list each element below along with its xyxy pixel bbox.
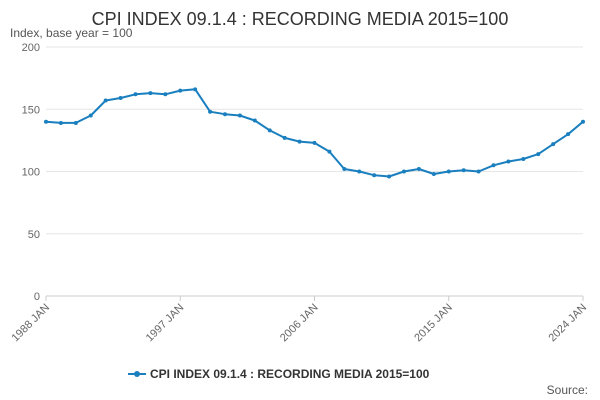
- data-point[interactable]: [402, 169, 406, 174]
- data-point[interactable]: [118, 96, 123, 101]
- data-point[interactable]: [416, 167, 421, 172]
- data-point[interactable]: [73, 120, 78, 125]
- x-tick-label: 2024 JAN: [546, 302, 589, 345]
- data-point[interactable]: [581, 119, 585, 124]
- data-point[interactable]: [267, 128, 272, 133]
- data-point[interactable]: [148, 91, 153, 96]
- x-tick-label: 1988 JAN: [9, 302, 52, 345]
- legend[interactable]: CPI INDEX 09.1.4 : RECORDING MEDIA 2015=…: [128, 367, 430, 381]
- data-point[interactable]: [193, 87, 198, 92]
- source-label: Source:: [547, 383, 588, 397]
- y-tick-label: 0: [34, 291, 40, 303]
- data-point[interactable]: [163, 92, 168, 97]
- x-tick-label: 2015 JAN: [412, 302, 455, 345]
- data-point[interactable]: [461, 168, 466, 173]
- axes: 0 50 100 150 200 1988 JAN 1997 JAN 2006 JAN 2015…: [9, 42, 589, 344]
- data-point[interactable]: [88, 113, 93, 118]
- data-point[interactable]: [237, 113, 242, 118]
- data-point[interactable]: [476, 169, 481, 174]
- data-point[interactable]: [208, 109, 213, 114]
- data-point[interactable]: [506, 159, 511, 164]
- data-point[interactable]: [521, 157, 526, 162]
- y-tick-label: 150: [22, 104, 40, 116]
- data-point[interactable]: [387, 174, 392, 179]
- data-point[interactable]: [133, 92, 138, 97]
- data-point[interactable]: [431, 171, 436, 176]
- data-point[interactable]: [342, 167, 347, 172]
- legend-label: CPI INDEX 09.1.4 : RECORDING MEDIA 2015=…: [150, 367, 430, 381]
- data-point[interactable]: [58, 120, 63, 125]
- data-point[interactable]: [327, 149, 332, 154]
- data-point[interactable]: [252, 118, 257, 123]
- data-point[interactable]: [446, 169, 451, 174]
- y-tick-label: 50: [28, 229, 40, 241]
- x-tick-label: 2006 JAN: [278, 302, 321, 345]
- x-tick-label: 1997 JAN: [144, 302, 187, 345]
- data-point[interactable]: [372, 173, 377, 178]
- data-point[interactable]: [103, 98, 108, 103]
- data-point[interactable]: [178, 88, 183, 93]
- data-point[interactable]: [551, 142, 556, 147]
- grid-lines: [46, 46, 583, 235]
- legend-point-marker: [134, 371, 140, 377]
- data-point[interactable]: [312, 140, 317, 145]
- y-tick-label: 100: [22, 167, 40, 179]
- data-point[interactable]: [44, 119, 48, 124]
- chart-title: CPI INDEX 09.1.4 : RECORDING MEDIA 2015=…: [92, 9, 509, 29]
- data-point[interactable]: [536, 152, 541, 157]
- series-layer: [44, 87, 585, 179]
- data-point[interactable]: [491, 163, 496, 168]
- series-line: [45, 88, 584, 178]
- data-point[interactable]: [297, 139, 302, 144]
- data-point[interactable]: [223, 112, 227, 117]
- data-point[interactable]: [357, 169, 362, 174]
- y-tick-label: 200: [22, 42, 40, 54]
- data-point[interactable]: [282, 135, 287, 140]
- y-axis-label: Index, base year = 100: [10, 26, 133, 40]
- data-point[interactable]: [566, 132, 571, 137]
